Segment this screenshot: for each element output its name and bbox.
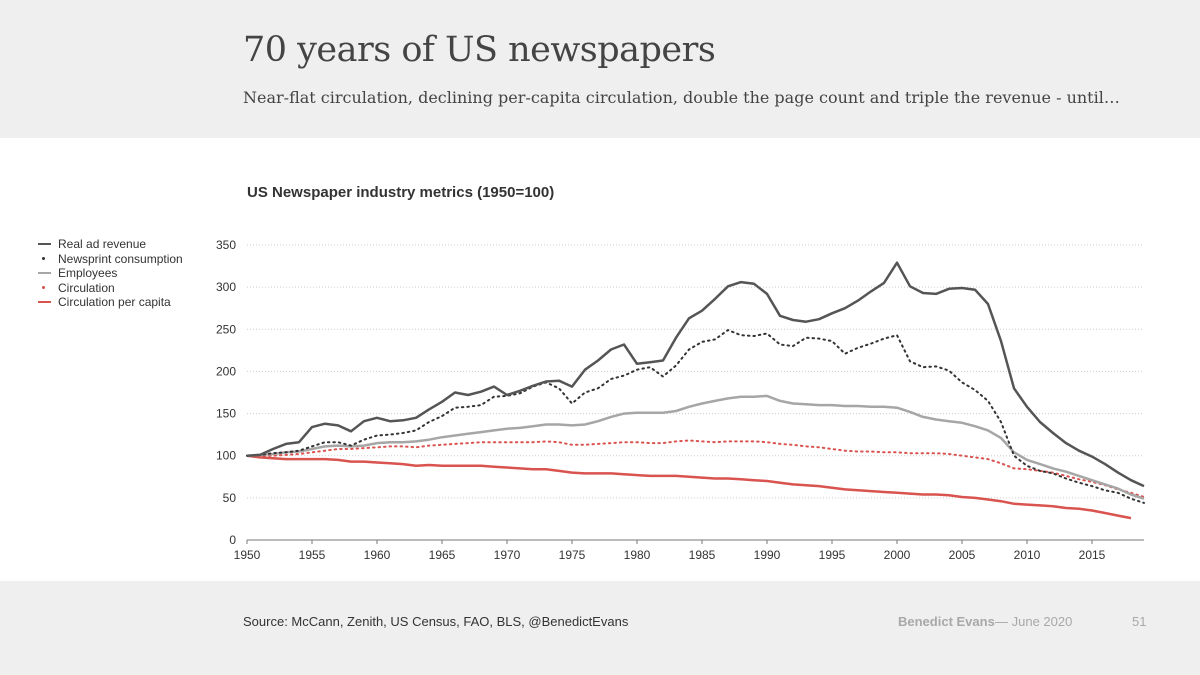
slide-subtitle: Near-flat circulation, declining per-cap… (243, 88, 1120, 107)
brand-name: Benedict Evans (898, 614, 995, 629)
series-line-employees (246, 394, 1145, 500)
chart-legend: Real ad revenue Newsprint consumption Empl… (38, 237, 183, 310)
x-tick-label: 1990 (754, 548, 781, 562)
x-tick-label: 1985 (689, 548, 716, 562)
series-line-real-ad-revenue (246, 261, 1145, 488)
legend-label: Employees (58, 266, 118, 280)
legend-label: Real ad revenue (58, 237, 147, 251)
legend-item-employees: Employees (38, 266, 183, 281)
legend-item-circulation: Circulation (38, 281, 183, 296)
legend-swatch (38, 243, 51, 245)
y-tick-label: 200 (216, 364, 236, 378)
x-tick-label: 1960 (364, 548, 391, 562)
y-tick-label: 50 (223, 491, 237, 505)
legend-swatch (38, 272, 51, 274)
legend-label: Newsprint consumption (58, 251, 183, 266)
x-tick-label: 1950 (234, 548, 261, 562)
x-tick-label: 1965 (429, 548, 456, 562)
y-tick-label: 0 (229, 533, 236, 547)
legend-swatch (42, 256, 45, 260)
series-line-newsprint-consumption (246, 329, 1145, 504)
y-tick-label: 150 (216, 407, 236, 421)
legend-item-circulation-per-capita: Circulation per capita (38, 295, 183, 310)
x-tick-label: 1980 (624, 548, 651, 562)
slide-title: 70 years of US newspapers (243, 30, 716, 70)
source-note: Source: McCann, Zenith, US Census, FAO, … (243, 614, 629, 629)
legend-swatch (42, 285, 45, 289)
legend-swatch (38, 301, 51, 303)
x-tick-label: 2015 (1079, 548, 1106, 562)
x-tick-label: 1955 (299, 548, 326, 562)
chart-title: US Newspaper industry metrics (1950=100) (247, 184, 555, 201)
y-tick-label: 300 (216, 280, 236, 294)
legend-label: Circulation (58, 280, 115, 295)
y-tick-label: 100 (216, 449, 236, 463)
footer-band: Source: McCann, Zenith, US Census, FAO, … (0, 581, 1200, 675)
series-line-circulation-per-capita (246, 454, 1132, 520)
x-tick-label: 2010 (1014, 548, 1041, 562)
page-number: 51 (1132, 614, 1147, 629)
x-tick-label: 1995 (819, 548, 846, 562)
y-tick-label: 350 (216, 238, 236, 252)
legend-label: Circulation per capita (58, 295, 171, 309)
header-band: 70 years of US newspapers Near-flat circ… (0, 0, 1200, 138)
publish-date: — June 2020 (995, 614, 1073, 629)
x-tick-label: 2005 (949, 548, 976, 562)
y-tick-label: 250 (216, 322, 236, 336)
x-tick-label: 2000 (884, 548, 911, 562)
x-tick-label: 1975 (559, 548, 586, 562)
legend-item-real-ad-revenue: Real ad revenue (38, 237, 183, 252)
x-tick-label: 1970 (494, 548, 521, 562)
legend-item-newsprint-consumption: Newsprint consumption (38, 252, 183, 267)
series-line-circulation (246, 439, 1145, 498)
